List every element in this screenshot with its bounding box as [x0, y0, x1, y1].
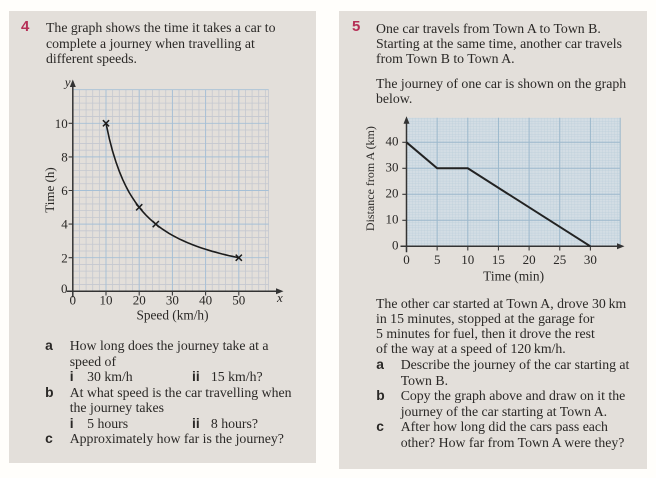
svg-text:x: x	[276, 290, 283, 305]
svg-text:0: 0	[392, 238, 399, 253]
svg-text:6: 6	[61, 183, 68, 198]
svg-text:20: 20	[133, 293, 146, 308]
svg-text:15: 15	[492, 252, 505, 267]
svg-text:30: 30	[386, 160, 399, 175]
svg-text:5: 5	[434, 252, 441, 267]
svg-text:Time (min): Time (min)	[483, 269, 544, 284]
svg-text:0: 0	[70, 293, 77, 308]
svg-text:10: 10	[55, 116, 68, 131]
svg-text:4: 4	[61, 217, 68, 232]
svg-text:40: 40	[199, 293, 212, 308]
svg-text:50: 50	[232, 293, 245, 308]
svg-text:2: 2	[61, 250, 68, 265]
svg-text:10: 10	[461, 252, 474, 267]
svg-text:0: 0	[61, 281, 68, 296]
svg-text:20: 20	[523, 252, 536, 267]
svg-text:8: 8	[61, 150, 68, 165]
svg-text:0: 0	[403, 252, 410, 267]
svg-text:y: y	[63, 74, 71, 89]
svg-text:25: 25	[553, 252, 566, 267]
svg-text:10: 10	[386, 212, 399, 227]
svg-text:10: 10	[100, 293, 113, 308]
svg-text:40: 40	[386, 134, 399, 149]
svg-text:30: 30	[584, 252, 597, 267]
svg-text:30: 30	[166, 293, 179, 308]
svg-text:Distance from A (km): Distance from A (km)	[363, 126, 377, 231]
svg-text:Time (h): Time (h)	[42, 167, 57, 212]
svg-text:20: 20	[386, 186, 399, 201]
svg-text:Speed (km/h): Speed (km/h)	[136, 308, 208, 323]
